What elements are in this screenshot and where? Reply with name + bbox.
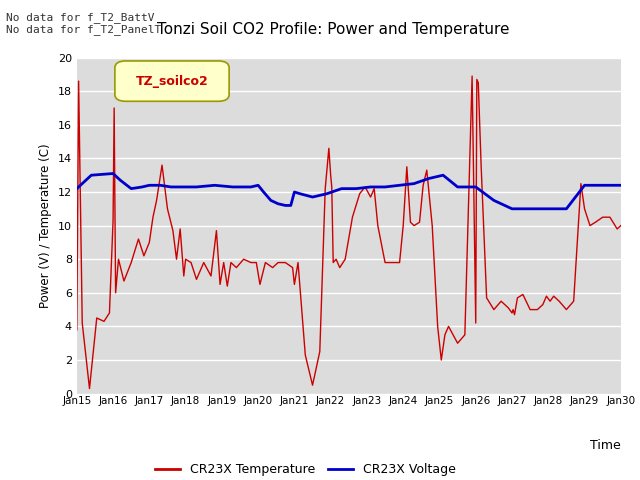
Text: No data for f_T2_PanelT: No data for f_T2_PanelT [6,24,162,35]
Text: Time: Time [590,439,621,452]
Text: TZ_soilco2: TZ_soilco2 [136,74,209,88]
Text: Tonzi Soil CO2 Profile: Power and Temperature: Tonzi Soil CO2 Profile: Power and Temper… [157,22,509,36]
Y-axis label: Power (V) / Temperature (C): Power (V) / Temperature (C) [39,144,52,308]
Text: No data for f_T2_BattV: No data for f_T2_BattV [6,12,155,23]
Legend: CR23X Temperature, CR23X Voltage: CR23X Temperature, CR23X Voltage [150,458,461,480]
FancyBboxPatch shape [115,61,229,101]
